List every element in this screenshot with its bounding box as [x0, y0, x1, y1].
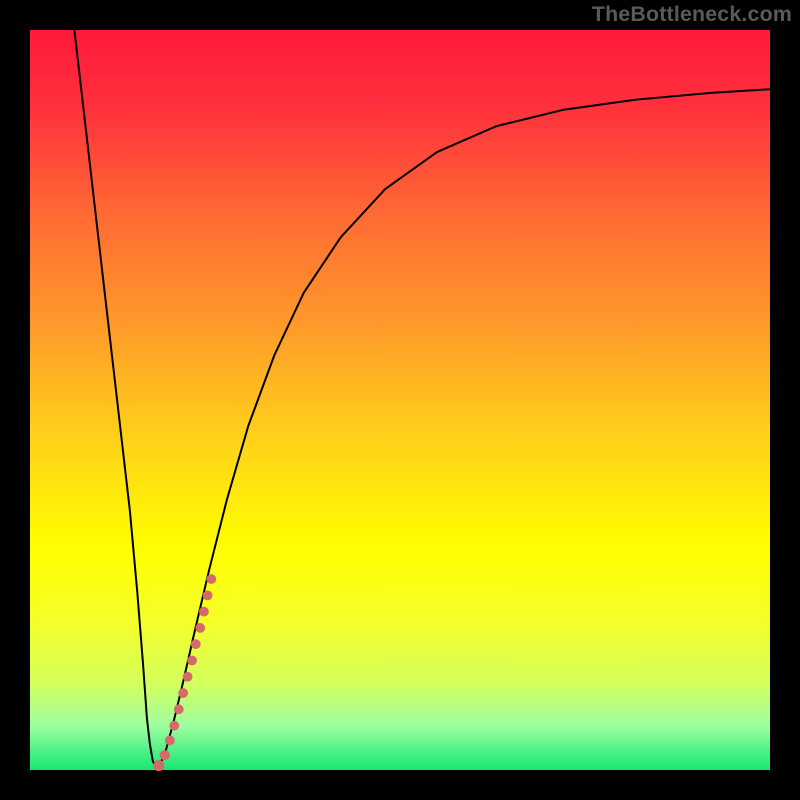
gradient-plot-area — [30, 30, 770, 770]
marker-dot — [160, 751, 169, 760]
marker-dot — [183, 672, 192, 681]
marker-dot — [196, 624, 205, 633]
marker-dot — [174, 705, 183, 714]
marker-dot — [179, 689, 188, 698]
marker-dot — [165, 736, 174, 745]
marker-dot — [200, 607, 209, 616]
marker-dot — [170, 721, 179, 730]
marker-dot — [191, 640, 200, 649]
chart-stage: TheBottleneck.com — [0, 0, 800, 800]
watermark-text: TheBottleneck.com — [592, 2, 792, 27]
marker-dot — [154, 761, 164, 771]
marker-dot — [203, 591, 212, 600]
bottleneck-chart — [0, 0, 800, 800]
marker-dot — [207, 575, 216, 584]
marker-dot — [188, 656, 197, 665]
